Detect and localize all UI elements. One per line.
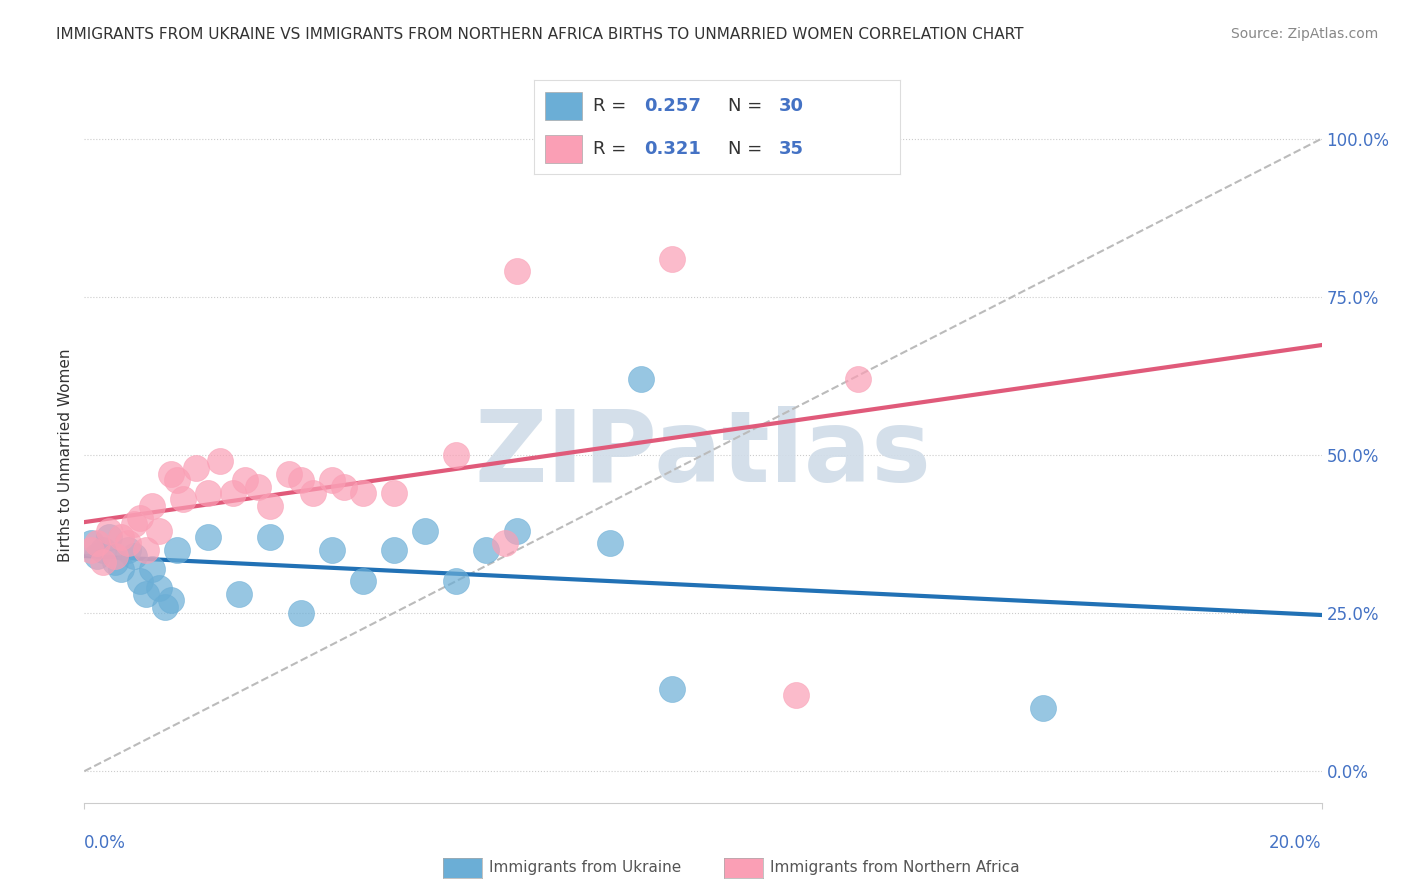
Text: 30: 30	[779, 96, 804, 114]
Point	[135, 542, 157, 557]
Point	[277, 467, 299, 481]
FancyBboxPatch shape	[546, 92, 582, 120]
Point	[506, 264, 529, 278]
Point	[160, 593, 183, 607]
Y-axis label: Births to Unmarried Women: Births to Unmarried Women	[58, 348, 73, 562]
Point	[302, 486, 325, 500]
Point	[1032, 701, 1054, 715]
Point	[79, 536, 101, 550]
Point	[475, 542, 498, 557]
Point	[222, 486, 245, 500]
Text: 0.0%: 0.0%	[84, 834, 127, 852]
Point	[846, 372, 869, 386]
Point	[104, 549, 127, 563]
Text: Immigrants from Northern Africa: Immigrants from Northern Africa	[770, 861, 1021, 875]
Point	[110, 530, 132, 544]
Point	[333, 479, 356, 493]
Point	[98, 524, 121, 538]
Point	[321, 542, 343, 557]
Point	[122, 517, 145, 532]
Point	[166, 473, 188, 487]
Point	[129, 511, 152, 525]
Point	[117, 542, 139, 557]
Point	[494, 536, 516, 550]
Text: IMMIGRANTS FROM UKRAINE VS IMMIGRANTS FROM NORTHERN AFRICA BIRTHS TO UNMARRIED W: IMMIGRANTS FROM UKRAINE VS IMMIGRANTS FR…	[56, 27, 1024, 42]
Point	[785, 688, 807, 702]
Point	[197, 486, 219, 500]
Point	[197, 530, 219, 544]
Text: N =: N =	[728, 96, 768, 114]
Point	[172, 492, 194, 507]
Point	[79, 542, 101, 557]
Point	[184, 460, 207, 475]
Text: 0.321: 0.321	[644, 140, 700, 158]
Point	[661, 252, 683, 266]
Text: 35: 35	[779, 140, 804, 158]
Point	[413, 524, 436, 538]
Point	[382, 486, 405, 500]
Point	[148, 581, 170, 595]
Point	[352, 574, 374, 589]
Point	[382, 542, 405, 557]
Point	[630, 372, 652, 386]
Point	[444, 448, 467, 462]
Text: R =: R =	[593, 96, 631, 114]
Text: 0.257: 0.257	[644, 96, 700, 114]
Point	[110, 562, 132, 576]
Point	[86, 549, 108, 563]
Point	[98, 530, 121, 544]
Point	[290, 473, 312, 487]
Point	[506, 524, 529, 538]
Point	[259, 499, 281, 513]
Point	[122, 549, 145, 563]
Text: Source: ZipAtlas.com: Source: ZipAtlas.com	[1230, 27, 1378, 41]
Point	[129, 574, 152, 589]
Point	[86, 536, 108, 550]
Point	[209, 454, 232, 468]
Point	[228, 587, 250, 601]
Point	[91, 556, 114, 570]
Point	[259, 530, 281, 544]
Point	[290, 606, 312, 620]
Point	[153, 599, 176, 614]
Point	[352, 486, 374, 500]
Point	[104, 556, 127, 570]
FancyBboxPatch shape	[546, 135, 582, 162]
Point	[661, 681, 683, 696]
Point	[141, 562, 163, 576]
Point	[148, 524, 170, 538]
Point	[233, 473, 256, 487]
Point	[166, 542, 188, 557]
Point	[160, 467, 183, 481]
Text: 20.0%: 20.0%	[1270, 834, 1322, 852]
Point	[91, 542, 114, 557]
Text: R =: R =	[593, 140, 631, 158]
Point	[246, 479, 269, 493]
Point	[135, 587, 157, 601]
Point	[321, 473, 343, 487]
Point	[117, 536, 139, 550]
Text: Immigrants from Ukraine: Immigrants from Ukraine	[489, 861, 682, 875]
Text: ZIPatlas: ZIPatlas	[475, 407, 931, 503]
Point	[141, 499, 163, 513]
Text: N =: N =	[728, 140, 768, 158]
Point	[599, 536, 621, 550]
Point	[444, 574, 467, 589]
